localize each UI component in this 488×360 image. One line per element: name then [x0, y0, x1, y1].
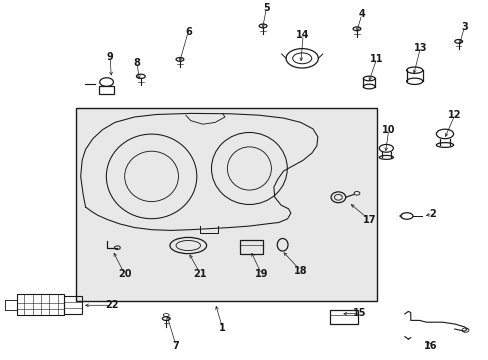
Text: 21: 21 [193, 269, 207, 279]
Text: 19: 19 [254, 269, 268, 279]
Text: 18: 18 [293, 266, 307, 276]
Text: 14: 14 [296, 30, 309, 40]
Text: 9: 9 [106, 52, 113, 62]
Bar [63, 296, 82, 314]
Text: 15: 15 [352, 308, 366, 318]
Text: 12: 12 [447, 110, 461, 120]
Bar [17, 294, 63, 315]
Text: 16: 16 [423, 341, 436, 351]
Text: 20: 20 [118, 269, 131, 279]
Bar [76, 108, 376, 301]
Text: 2: 2 [428, 209, 435, 219]
Text: 11: 11 [369, 54, 383, 64]
Text: 8: 8 [133, 58, 140, 68]
Text: 22: 22 [105, 300, 119, 310]
Text: 5: 5 [263, 3, 269, 13]
Text: 1: 1 [219, 323, 225, 333]
Text: 4: 4 [358, 9, 365, 19]
Text: 7: 7 [172, 341, 179, 351]
Text: 3: 3 [460, 22, 467, 32]
Text: 17: 17 [362, 215, 375, 225]
Text: 6: 6 [184, 27, 191, 37]
Text: 10: 10 [381, 125, 395, 135]
Text: 13: 13 [413, 42, 427, 53]
